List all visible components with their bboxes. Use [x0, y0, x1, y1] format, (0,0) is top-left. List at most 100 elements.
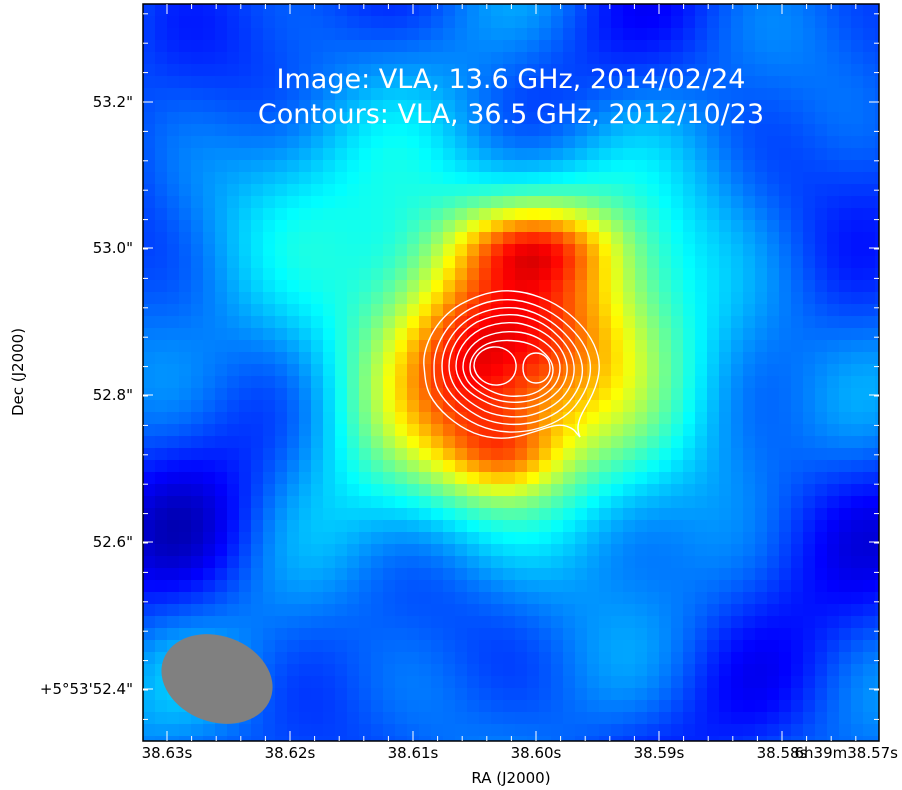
image-pixel	[875, 64, 879, 77]
image-pixel	[719, 568, 732, 581]
image-pixel	[815, 4, 828, 17]
image-pixel	[863, 688, 876, 701]
image-pixel	[731, 256, 744, 269]
image-pixel	[263, 400, 276, 413]
image-pixel	[479, 652, 492, 665]
image-pixel	[215, 424, 228, 437]
image-pixel	[803, 424, 816, 437]
image-pixel	[695, 400, 708, 413]
image-pixel	[155, 268, 168, 281]
image-pixel	[395, 664, 408, 677]
image-pixel	[239, 88, 252, 101]
image-pixel	[767, 316, 780, 329]
image-pixel	[371, 28, 384, 41]
image-pixel	[431, 436, 444, 449]
image-pixel	[155, 76, 168, 89]
image-pixel	[527, 172, 540, 185]
image-pixel	[407, 28, 420, 41]
contour-level-3	[441, 307, 584, 426]
image-pixel	[491, 28, 504, 41]
image-pixel	[347, 724, 360, 737]
image-pixel	[767, 172, 780, 185]
image-pixel	[479, 544, 492, 557]
image-pixel	[755, 664, 768, 677]
image-pixel	[227, 436, 240, 449]
image-pixel	[551, 640, 564, 653]
image-pixel	[167, 220, 180, 233]
image-pixel	[455, 700, 468, 713]
image-pixel	[623, 340, 636, 353]
image-pixel	[287, 364, 300, 377]
image-pixel	[443, 628, 456, 641]
image-pixel	[539, 112, 552, 125]
image-pixel	[839, 460, 852, 473]
image-pixel	[275, 508, 288, 521]
image-pixel	[227, 208, 240, 221]
image-pixel	[623, 724, 636, 737]
image-pixel	[863, 124, 876, 137]
image-pixel	[575, 604, 588, 617]
image-pixel	[695, 184, 708, 197]
image-pixel	[467, 472, 480, 485]
image-pixel	[275, 604, 288, 617]
image-pixel	[407, 220, 420, 233]
image-pixel	[503, 4, 516, 17]
image-pixel	[539, 160, 552, 173]
image-pixel	[551, 496, 564, 509]
image-pixel	[143, 460, 156, 473]
image-pixel	[527, 568, 540, 581]
image-pixel	[479, 580, 492, 593]
image-pixel	[443, 208, 456, 221]
image-pixel	[503, 268, 516, 281]
image-pixel	[311, 16, 324, 29]
image-pixel	[167, 496, 180, 509]
image-pixel	[335, 412, 348, 425]
image-pixel	[623, 148, 636, 161]
image-pixel	[863, 100, 876, 113]
image-pixel	[863, 352, 876, 365]
image-pixel	[563, 316, 576, 329]
image-pixel	[419, 16, 432, 29]
image-pixel	[335, 196, 348, 209]
image-pixel	[707, 76, 720, 89]
image-pixel	[467, 232, 480, 245]
image-pixel	[227, 172, 240, 185]
image-pixel	[815, 640, 828, 653]
image-pixel	[695, 664, 708, 677]
image-pixel	[491, 304, 504, 317]
image-pixel	[527, 88, 540, 101]
image-pixel	[383, 268, 396, 281]
image-pixel	[875, 292, 879, 305]
image-pixel	[671, 52, 684, 65]
image-pixel	[707, 472, 720, 485]
image-pixel	[383, 484, 396, 497]
image-pixel	[803, 556, 816, 569]
image-pixel	[431, 304, 444, 317]
image-pixel	[359, 592, 372, 605]
image-pixel	[299, 232, 312, 245]
image-pixel	[875, 724, 879, 737]
image-pixel	[371, 40, 384, 53]
image-pixel	[335, 604, 348, 617]
image-pixel	[347, 700, 360, 713]
image-pixel	[203, 4, 216, 17]
image-pixel	[839, 244, 852, 257]
image-pixel	[143, 256, 156, 269]
image-pixel	[371, 256, 384, 269]
image-pixel	[875, 328, 879, 341]
image-pixel	[371, 316, 384, 329]
image-pixel	[779, 232, 792, 245]
image-pixel	[323, 580, 336, 593]
image-pixel	[731, 280, 744, 293]
image-pixel	[227, 220, 240, 233]
image-pixel	[491, 544, 504, 557]
image-pixel	[563, 676, 576, 689]
image-pixel	[875, 460, 879, 473]
image-pixel	[803, 124, 816, 137]
image-pixel	[623, 64, 636, 77]
image-pixel	[611, 688, 624, 701]
image-pixel	[467, 712, 480, 725]
image-pixel	[287, 52, 300, 65]
image-pixel	[311, 388, 324, 401]
image-pixel	[755, 4, 768, 17]
